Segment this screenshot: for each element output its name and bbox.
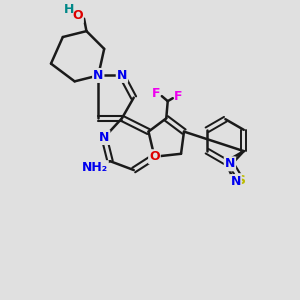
Text: NH₂: NH₂ [82, 161, 108, 174]
Text: F: F [152, 87, 161, 100]
Text: H: H [64, 3, 74, 16]
Text: N: N [117, 69, 127, 82]
Text: N: N [225, 157, 235, 170]
Text: N: N [230, 175, 241, 188]
Text: F: F [174, 90, 182, 103]
Text: N: N [93, 69, 104, 82]
Text: O: O [72, 9, 83, 22]
Text: O: O [149, 150, 160, 163]
Text: S: S [236, 174, 245, 187]
Text: N: N [99, 131, 110, 144]
